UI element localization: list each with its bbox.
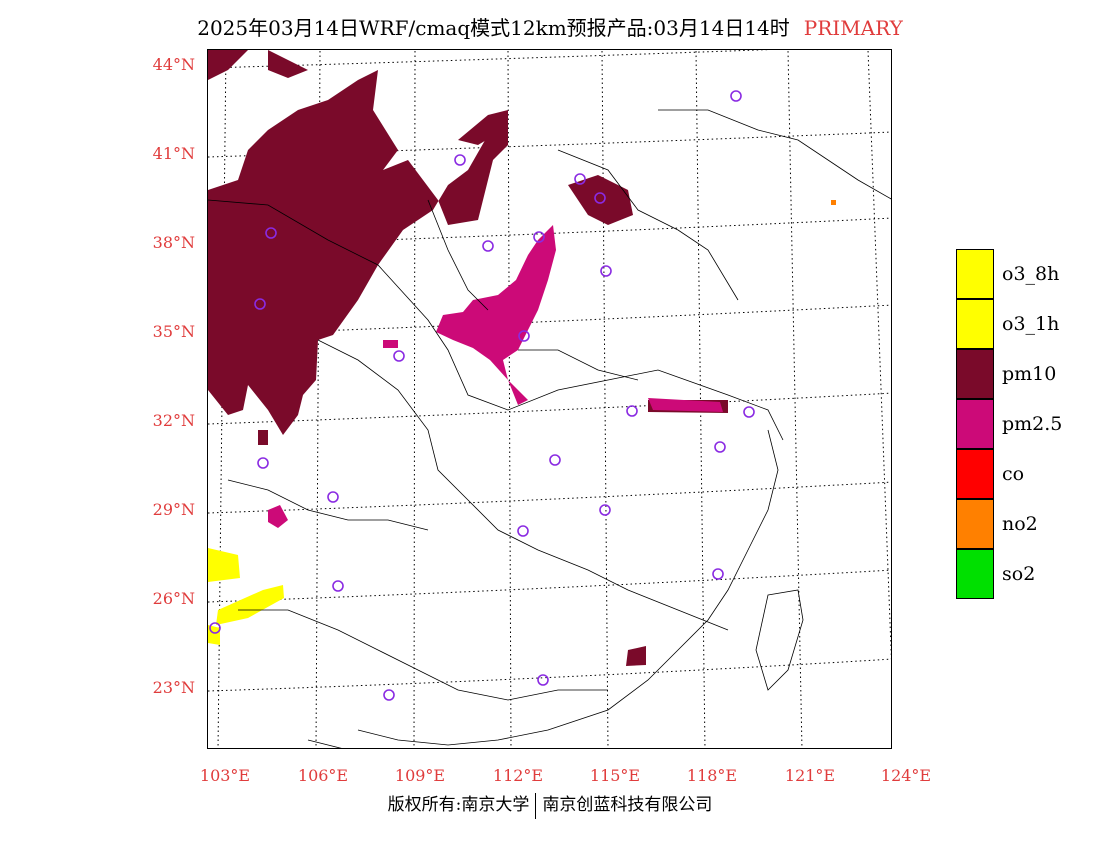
boundaries xyxy=(208,109,891,748)
legend-swatch-so2 xyxy=(956,549,994,599)
lat-label-23: 23°N xyxy=(152,678,195,697)
legend-label: no2 xyxy=(1002,513,1038,535)
lat-label-35: 35°N xyxy=(152,322,195,341)
legend-label: o3_8h xyxy=(1002,263,1060,285)
lat-label-32: 32°N xyxy=(152,411,195,430)
map-canvas xyxy=(208,50,891,748)
lat-label-44: 44°N xyxy=(152,55,195,74)
lon-label-112: 112°E xyxy=(492,766,544,785)
station-markers xyxy=(209,90,755,701)
title-mode: PRIMARY xyxy=(803,16,903,40)
map-title: 2025年03月14日WRF/cmaq模式12km预报产品:03月14日14时 P… xyxy=(0,12,1100,41)
legend-swatch-pm10 xyxy=(956,349,994,399)
legend-swatch-o3-1h xyxy=(956,299,994,349)
lat-label-38: 38°N xyxy=(152,233,195,252)
lon-label-124: 124°E xyxy=(880,766,932,785)
copyright-footer: 版权所有:南京大学 南京创蓝科技有限公司 xyxy=(0,790,1100,819)
lon-label-115: 115°E xyxy=(589,766,641,785)
lat-label-41: 41°N xyxy=(152,144,195,163)
legend-label: pm10 xyxy=(1002,363,1057,385)
lon-label-103: 103°E xyxy=(199,766,251,785)
map-panel[interactable] xyxy=(207,49,892,749)
pm10-areas xyxy=(208,50,728,666)
lon-label-109: 109°E xyxy=(394,766,446,785)
lon-label-118: 118°E xyxy=(686,766,738,785)
legend-label: o3_1h xyxy=(1002,313,1060,335)
lon-label-121: 121°E xyxy=(784,766,836,785)
legend-label: co xyxy=(1002,463,1025,485)
footer-divider xyxy=(535,792,537,819)
copyright-right: 南京创蓝科技有限公司 xyxy=(542,795,713,815)
legend-label: so2 xyxy=(1002,563,1036,585)
graticule xyxy=(208,50,891,748)
pm25-areas xyxy=(268,225,723,528)
lon-label-106: 106°E xyxy=(297,766,349,785)
legend-swatch-co xyxy=(956,449,994,499)
lat-label-29: 29°N xyxy=(152,500,195,519)
legend-swatch-o3-8h xyxy=(956,249,994,299)
legend-swatch-no2 xyxy=(956,499,994,549)
legend-label: pm2.5 xyxy=(1002,413,1063,435)
legend-swatch-pm25 xyxy=(956,399,994,449)
o3-areas xyxy=(208,548,284,645)
lat-label-26: 26°N xyxy=(152,589,195,608)
title-text: 2025年03月14日WRF/cmaq模式12km预报产品:03月14日14时 xyxy=(197,16,790,40)
no2-hotspot xyxy=(831,200,836,205)
copyright-left: 版权所有:南京大学 xyxy=(387,795,530,815)
